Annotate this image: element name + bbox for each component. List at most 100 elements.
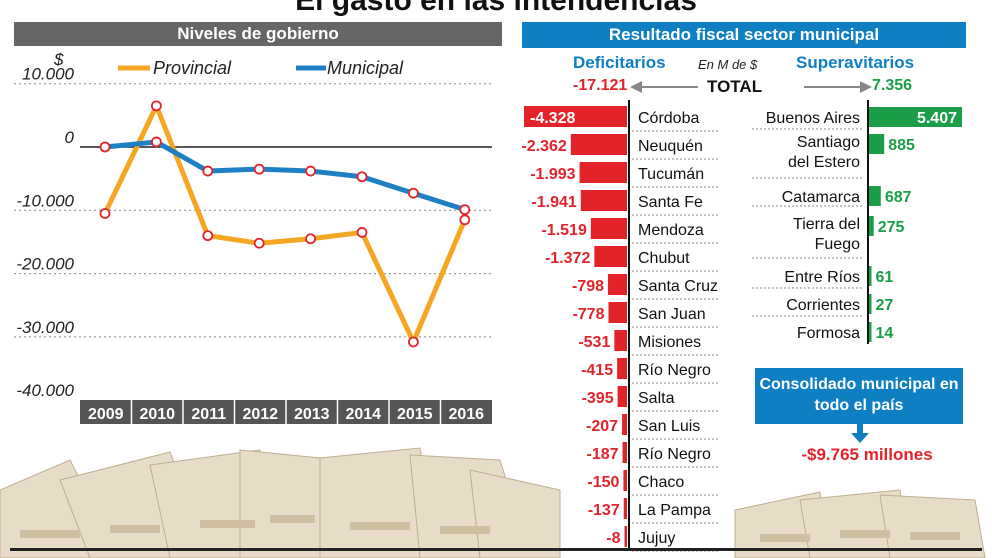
deficit-value-label: -207 [586, 418, 618, 435]
deficit-province-label: San Luis [638, 418, 700, 435]
total-arrows [630, 81, 872, 93]
data-point [356, 227, 368, 238]
deficit-bar [608, 274, 627, 295]
data-point [459, 204, 471, 216]
deficit-bar [608, 302, 627, 323]
surplus-bar [869, 322, 872, 342]
surplus-province-label: Buenos Aires [766, 110, 860, 127]
deficit-value-label: -137 [588, 502, 620, 519]
deficit-bar [617, 386, 627, 407]
surplus-value-label: 27 [876, 297, 894, 314]
deficit-value-label: -8 [606, 530, 620, 547]
fiscal-result-header: Resultado fiscal sector municipal [522, 22, 966, 48]
x-tick-label: 2014 [345, 406, 381, 423]
deficit-value-label: -395 [582, 390, 614, 407]
series-line-provincial [102, 103, 468, 345]
surplus-province-label: Santiago del Estero [788, 134, 860, 171]
deficit-bar [622, 414, 627, 435]
deficit-value-label: -531 [578, 334, 610, 351]
data-point [99, 208, 111, 219]
y-tick-label: 0 [65, 128, 75, 147]
surplus-bar [869, 107, 962, 127]
deficit-value-label: -187 [587, 446, 619, 463]
deficit-province-label: Neuquén [638, 138, 703, 155]
deficit-province-label: Río Negro [638, 446, 711, 463]
deficit-province-label: Tucumán [638, 166, 704, 183]
deficit-province-label: Jujuy [638, 530, 675, 547]
data-point [150, 100, 162, 112]
surplus-province-label: Formosa [797, 325, 860, 342]
deficit-bar [570, 134, 627, 155]
x-tick-label: 2012 [242, 406, 278, 423]
deficit-value-label: -1.941 [531, 194, 576, 211]
deficit-bar [590, 218, 627, 239]
surplus-value-label: 14 [876, 325, 894, 342]
surplus-value-label: 61 [876, 269, 894, 286]
consolidated-box: Consolidado municipal en todo el país [755, 368, 963, 424]
y-tick-label: -40.000 [16, 381, 74, 400]
surplus-province-label: Tierra del Fuego [793, 216, 860, 253]
page-title: El gasto en las intendencias [295, 0, 697, 17]
surplus-total: 7.356 [872, 77, 913, 94]
legend-label-provincial: Provincial [153, 58, 232, 78]
deficit-value-label: -798 [572, 278, 604, 295]
deficit-bar [624, 526, 627, 547]
deficit-province-label: Mendoza [638, 222, 704, 239]
data-point [253, 237, 265, 249]
levels-header: Niveles de gobierno [14, 22, 502, 46]
x-tick-label: 2016 [448, 406, 484, 423]
data-point [305, 233, 317, 245]
deficit-province-label: Córdoba [638, 110, 699, 127]
down-arrow-icon [851, 424, 869, 443]
deficit-province-label: Santa Fe [638, 194, 703, 211]
x-tick-label: 2011 [191, 406, 226, 423]
y-tick-label: -10.000 [16, 191, 74, 210]
deficit-province-label: La Pampa [638, 502, 711, 519]
deficit-value-label: -1.372 [545, 250, 590, 267]
deficit-bar [622, 442, 627, 463]
consolidated-value: -$9.765 millones [801, 445, 933, 464]
surplus-bar [869, 134, 885, 154]
deficit-bar [580, 190, 627, 211]
deficit-province-label: Chaco [638, 474, 684, 491]
surplus-value-label: 687 [885, 189, 912, 206]
y-tick-label: -20.000 [16, 255, 74, 274]
x-tick-label: 2010 [139, 406, 175, 423]
data-point [150, 136, 162, 148]
data-point [202, 165, 214, 177]
deficit-value-label: -1.519 [541, 222, 586, 239]
deficit-province-label: San Juan [638, 306, 706, 323]
deficit-value-label: -415 [581, 362, 613, 379]
x-tick-label: 2013 [294, 406, 330, 423]
surplus-value-label: 275 [878, 219, 905, 236]
data-point [407, 187, 419, 199]
deficit-province-label: Misiones [638, 334, 701, 351]
deficit-total: -17.121 [573, 77, 628, 94]
y-tick-label: -30.000 [16, 318, 74, 337]
deficit-value-label: -2.362 [521, 138, 566, 155]
deficit-column-title: Deficitarios [573, 53, 666, 72]
total-label: TOTAL [707, 77, 763, 96]
surplus-bar [869, 294, 872, 314]
surplus-bar [869, 216, 874, 236]
y-tick-label: 10.000 [22, 65, 75, 84]
data-point [407, 336, 419, 348]
deficit-province-label: Chubut [638, 250, 690, 267]
surplus-province-label: Entre Ríos [784, 269, 860, 286]
deficit-value-label: -150 [587, 474, 619, 491]
x-tick-label: 2009 [88, 406, 124, 423]
deficit-bar [594, 246, 627, 267]
deficit-value-label: -4.328 [530, 110, 575, 127]
deficit-province-label: Santa Cruz [638, 278, 718, 295]
surplus-province-label: Catamarca [782, 189, 860, 206]
legend-label-municipal: Municipal [327, 58, 404, 78]
surplus-bar [869, 186, 881, 206]
data-point [459, 214, 471, 226]
surplus-province-label: Corrientes [786, 297, 860, 314]
data-point [253, 163, 265, 175]
deficit-value-label: -778 [572, 306, 604, 323]
x-tick-label: 2015 [397, 406, 433, 423]
deficit-bar [579, 162, 627, 183]
deficit-value-label: -1.993 [530, 166, 575, 183]
